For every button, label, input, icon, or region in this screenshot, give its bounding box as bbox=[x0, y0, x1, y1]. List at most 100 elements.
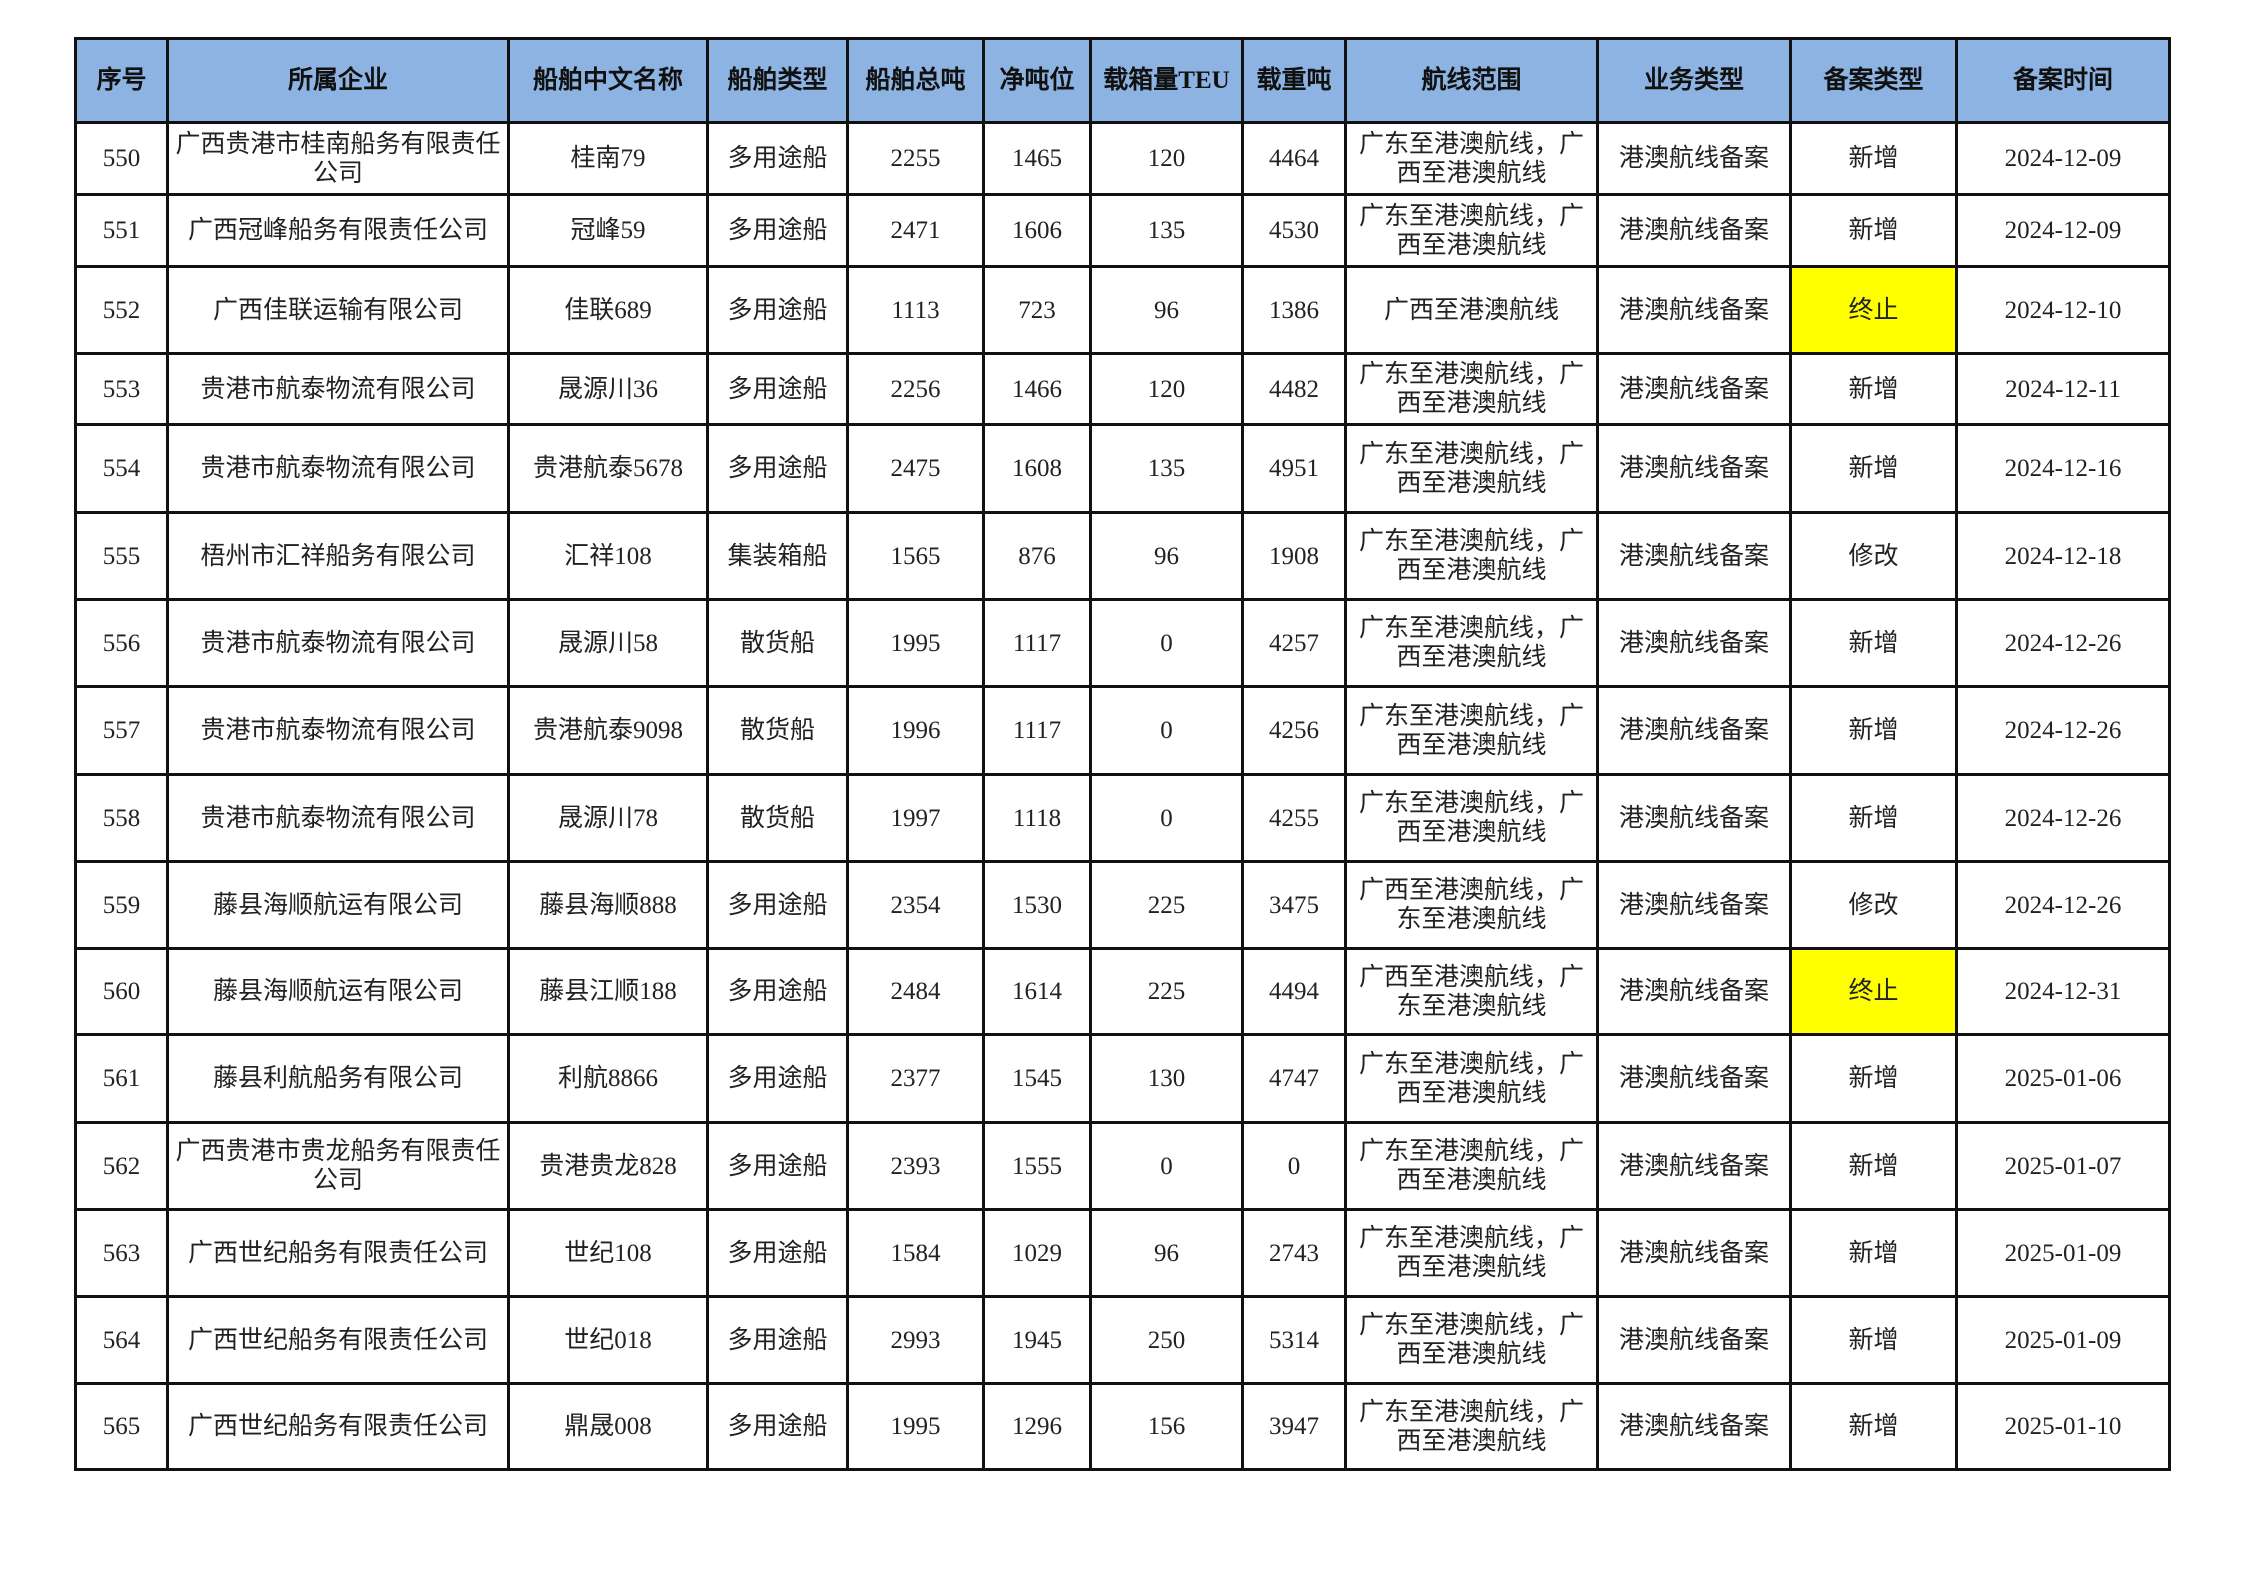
cell-filing-date: 2024-12-16 bbox=[1955, 423, 2171, 514]
cell-teu: 96 bbox=[1089, 1208, 1244, 1298]
cell-teu: 135 bbox=[1089, 193, 1244, 268]
table-row: 557 贵港市航泰物流有限公司 贵港航泰9098 散货船 1996 1117 0 4256 广东… bbox=[74, 685, 2171, 776]
cell-index: 559 bbox=[74, 860, 169, 950]
cell-ship-type: 散货船 bbox=[706, 685, 849, 776]
cell-route: 广东至港澳航线，广西至港澳航线 bbox=[1344, 1295, 1599, 1385]
cell-teu: 250 bbox=[1089, 1295, 1244, 1385]
cell-index: 564 bbox=[74, 1295, 169, 1385]
cell-ship-name: 晟源川58 bbox=[507, 598, 709, 688]
cell-net-tonnage: 1117 bbox=[982, 685, 1092, 776]
cell-ship-type: 多用途船 bbox=[706, 1121, 849, 1211]
table-header-row: 序号 所属企业 船舶中文名称 船舶类型 船舶总吨 净吨位 载箱量TEU 载重吨 航线范围 业务类型… bbox=[74, 37, 2171, 124]
cell-teu: 120 bbox=[1089, 352, 1244, 426]
cell-gross-tonnage: 1113 bbox=[846, 265, 985, 355]
cell-ship-type: 多用途船 bbox=[706, 1208, 849, 1298]
header-filing-date: 备案时间 bbox=[1955, 37, 2171, 124]
cell-teu: 156 bbox=[1089, 1382, 1244, 1471]
cell-net-tonnage: 1466 bbox=[982, 352, 1092, 426]
table-row: 560 藤县海顺航运有限公司 藤县江顺188 多用途船 2484 1614 225 4494 广… bbox=[74, 947, 2171, 1036]
cell-ship-type: 多用途船 bbox=[706, 947, 849, 1036]
cell-net-tonnage: 876 bbox=[982, 511, 1092, 601]
cell-business-type: 港澳航线备案 bbox=[1596, 423, 1792, 514]
cell-company: 藤县海顺航运有限公司 bbox=[166, 860, 510, 950]
cell-business-type: 港澳航线备案 bbox=[1596, 1121, 1792, 1211]
cell-ship-type: 集装箱船 bbox=[706, 511, 849, 601]
cell-gross-tonnage: 1565 bbox=[846, 511, 985, 601]
cell-business-type: 港澳航线备案 bbox=[1596, 860, 1792, 950]
cell-ship-name: 藤县海顺888 bbox=[507, 860, 709, 950]
cell-filing-date: 2024-12-26 bbox=[1955, 860, 2171, 950]
cell-company: 贵港市航泰物流有限公司 bbox=[166, 423, 510, 514]
cell-deadweight: 1386 bbox=[1241, 265, 1347, 355]
cell-ship-name: 晟源川36 bbox=[507, 352, 709, 426]
cell-business-type: 港澳航线备案 bbox=[1596, 1382, 1792, 1471]
cell-ship-name: 贵港航泰9098 bbox=[507, 685, 709, 776]
cell-company: 贵港市航泰物流有限公司 bbox=[166, 352, 510, 426]
cell-deadweight: 3947 bbox=[1241, 1382, 1347, 1471]
cell-filing-type: 新增 bbox=[1789, 1382, 1958, 1471]
cell-company: 藤县海顺航运有限公司 bbox=[166, 947, 510, 1036]
cell-deadweight: 4464 bbox=[1241, 121, 1347, 196]
cell-ship-name: 藤县江顺188 bbox=[507, 947, 709, 1036]
cell-net-tonnage: 1296 bbox=[982, 1382, 1092, 1471]
table-row: 552 广西佳联运输有限公司 佳联689 多用途船 1113 723 96 1386 广西至港澳… bbox=[74, 265, 2171, 355]
cell-index: 553 bbox=[74, 352, 169, 426]
cell-teu: 120 bbox=[1089, 121, 1244, 196]
cell-filing-type: 修改 bbox=[1789, 511, 1958, 601]
cell-ship-name: 桂南79 bbox=[507, 121, 709, 196]
cell-ship-name: 佳联689 bbox=[507, 265, 709, 355]
cell-net-tonnage: 1608 bbox=[982, 423, 1092, 514]
cell-deadweight: 4257 bbox=[1241, 598, 1347, 688]
cell-ship-type: 散货船 bbox=[706, 598, 849, 688]
cell-gross-tonnage: 2393 bbox=[846, 1121, 985, 1211]
cell-filing-type: 新增 bbox=[1789, 1121, 1958, 1211]
cell-net-tonnage: 1555 bbox=[982, 1121, 1092, 1211]
cell-filing-type: 修改 bbox=[1789, 860, 1958, 950]
cell-route: 广东至港澳航线，广西至港澳航线 bbox=[1344, 193, 1599, 268]
cell-filing-type: 终止 bbox=[1789, 265, 1958, 355]
cell-business-type: 港澳航线备案 bbox=[1596, 265, 1792, 355]
cell-deadweight: 4256 bbox=[1241, 685, 1347, 776]
cell-deadweight: 4530 bbox=[1241, 193, 1347, 268]
header-company: 所属企业 bbox=[166, 37, 510, 124]
cell-gross-tonnage: 2377 bbox=[846, 1033, 985, 1124]
cell-business-type: 港澳航线备案 bbox=[1596, 352, 1792, 426]
cell-ship-type: 多用途船 bbox=[706, 1382, 849, 1471]
cell-deadweight: 4747 bbox=[1241, 1033, 1347, 1124]
cell-index: 562 bbox=[74, 1121, 169, 1211]
cell-route: 广东至港澳航线，广西至港澳航线 bbox=[1344, 1208, 1599, 1298]
cell-index: 556 bbox=[74, 598, 169, 688]
cell-teu: 135 bbox=[1089, 423, 1244, 514]
cell-index: 555 bbox=[74, 511, 169, 601]
cell-filing-type: 新增 bbox=[1789, 1208, 1958, 1298]
cell-route: 广东至港澳航线，广西至港澳航线 bbox=[1344, 1033, 1599, 1124]
table-row: 561 藤县利航船务有限公司 利航8866 多用途船 2377 1545 130 4747 广东… bbox=[74, 1033, 2171, 1124]
cell-index: 557 bbox=[74, 685, 169, 776]
cell-gross-tonnage: 2471 bbox=[846, 193, 985, 268]
table-row: 559 藤县海顺航运有限公司 藤县海顺888 多用途船 2354 1530 225 3475 广… bbox=[74, 860, 2171, 950]
cell-index: 551 bbox=[74, 193, 169, 268]
cell-ship-type: 多用途船 bbox=[706, 423, 849, 514]
table-row: 565 广西世纪船务有限责任公司 鼎晟008 多用途船 1995 1296 156 3947 广… bbox=[74, 1382, 2171, 1471]
cell-ship-name: 利航8866 bbox=[507, 1033, 709, 1124]
cell-filing-date: 2024-12-11 bbox=[1955, 352, 2171, 426]
cell-gross-tonnage: 1997 bbox=[846, 773, 985, 863]
cell-gross-tonnage: 2475 bbox=[846, 423, 985, 514]
cell-route: 广东至港澳航线，广西至港澳航线 bbox=[1344, 1121, 1599, 1211]
cell-gross-tonnage: 2993 bbox=[846, 1295, 985, 1385]
cell-ship-type: 散货船 bbox=[706, 773, 849, 863]
cell-filing-type: 新增 bbox=[1789, 121, 1958, 196]
cell-filing-date: 2024-12-10 bbox=[1955, 265, 2171, 355]
cell-company: 广西贵港市桂南船务有限责任公司 bbox=[166, 121, 510, 196]
cell-teu: 96 bbox=[1089, 265, 1244, 355]
cell-filing-date: 2025-01-06 bbox=[1955, 1033, 2171, 1124]
cell-company: 藤县利航船务有限公司 bbox=[166, 1033, 510, 1124]
cell-filing-date: 2024-12-09 bbox=[1955, 121, 2171, 196]
cell-teu: 96 bbox=[1089, 511, 1244, 601]
cell-route: 广西至港澳航线，广东至港澳航线 bbox=[1344, 947, 1599, 1036]
cell-teu: 0 bbox=[1089, 773, 1244, 863]
cell-ship-type: 多用途船 bbox=[706, 1033, 849, 1124]
table-row: 564 广西世纪船务有限责任公司 世纪018 多用途船 2993 1945 250 5314 广… bbox=[74, 1295, 2171, 1385]
cell-ship-type: 多用途船 bbox=[706, 265, 849, 355]
cell-filing-type: 终止 bbox=[1789, 947, 1958, 1036]
